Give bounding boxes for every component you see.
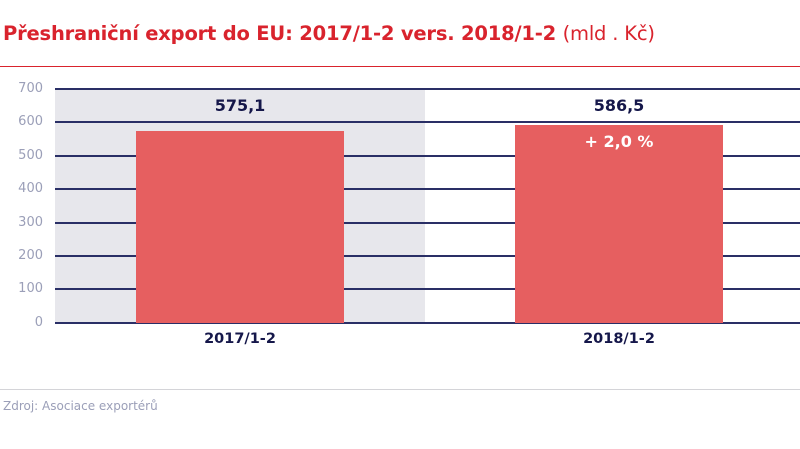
title-divider bbox=[0, 66, 800, 67]
bar-2018 bbox=[515, 125, 723, 323]
change-label-2018: + 2,0 % bbox=[584, 132, 654, 151]
y-tick-label: 700 bbox=[18, 81, 43, 96]
y-tick-label: 0 bbox=[34, 315, 43, 330]
gridline-0 bbox=[55, 322, 800, 324]
gridline-500 bbox=[55, 155, 800, 157]
y-tick-label: 400 bbox=[18, 181, 43, 196]
gridline-100 bbox=[55, 288, 800, 290]
y-tick-label: 100 bbox=[18, 281, 43, 296]
footer-divider bbox=[0, 389, 800, 390]
chart-title: Přeshraniční export do EU: 2017/1-2 vers… bbox=[3, 22, 655, 45]
x-category-2018: 2018/1-2 bbox=[583, 331, 655, 347]
chart-unit: (mld . Kč) bbox=[562, 22, 655, 45]
value-label-2018: 586,5 bbox=[593, 96, 645, 115]
y-tick-label: 600 bbox=[18, 114, 43, 129]
gridline-400 bbox=[55, 188, 800, 190]
gridline-700 bbox=[55, 88, 800, 90]
value-label-2017: 575,1 bbox=[214, 96, 266, 115]
gridline-600 bbox=[55, 121, 800, 123]
bar-2017 bbox=[136, 131, 344, 323]
x-category-2017: 2017/1-2 bbox=[204, 331, 276, 347]
chart-title-text: Přeshraniční export do EU: 2017/1-2 vers… bbox=[3, 22, 557, 45]
y-tick-label: 300 bbox=[18, 215, 43, 230]
gridline-200 bbox=[55, 255, 800, 257]
gridline-300 bbox=[55, 222, 800, 224]
y-tick-label: 500 bbox=[18, 148, 43, 163]
source-note: Zdroj: Asociace exportérů bbox=[3, 399, 158, 413]
y-tick-label: 200 bbox=[18, 248, 43, 263]
